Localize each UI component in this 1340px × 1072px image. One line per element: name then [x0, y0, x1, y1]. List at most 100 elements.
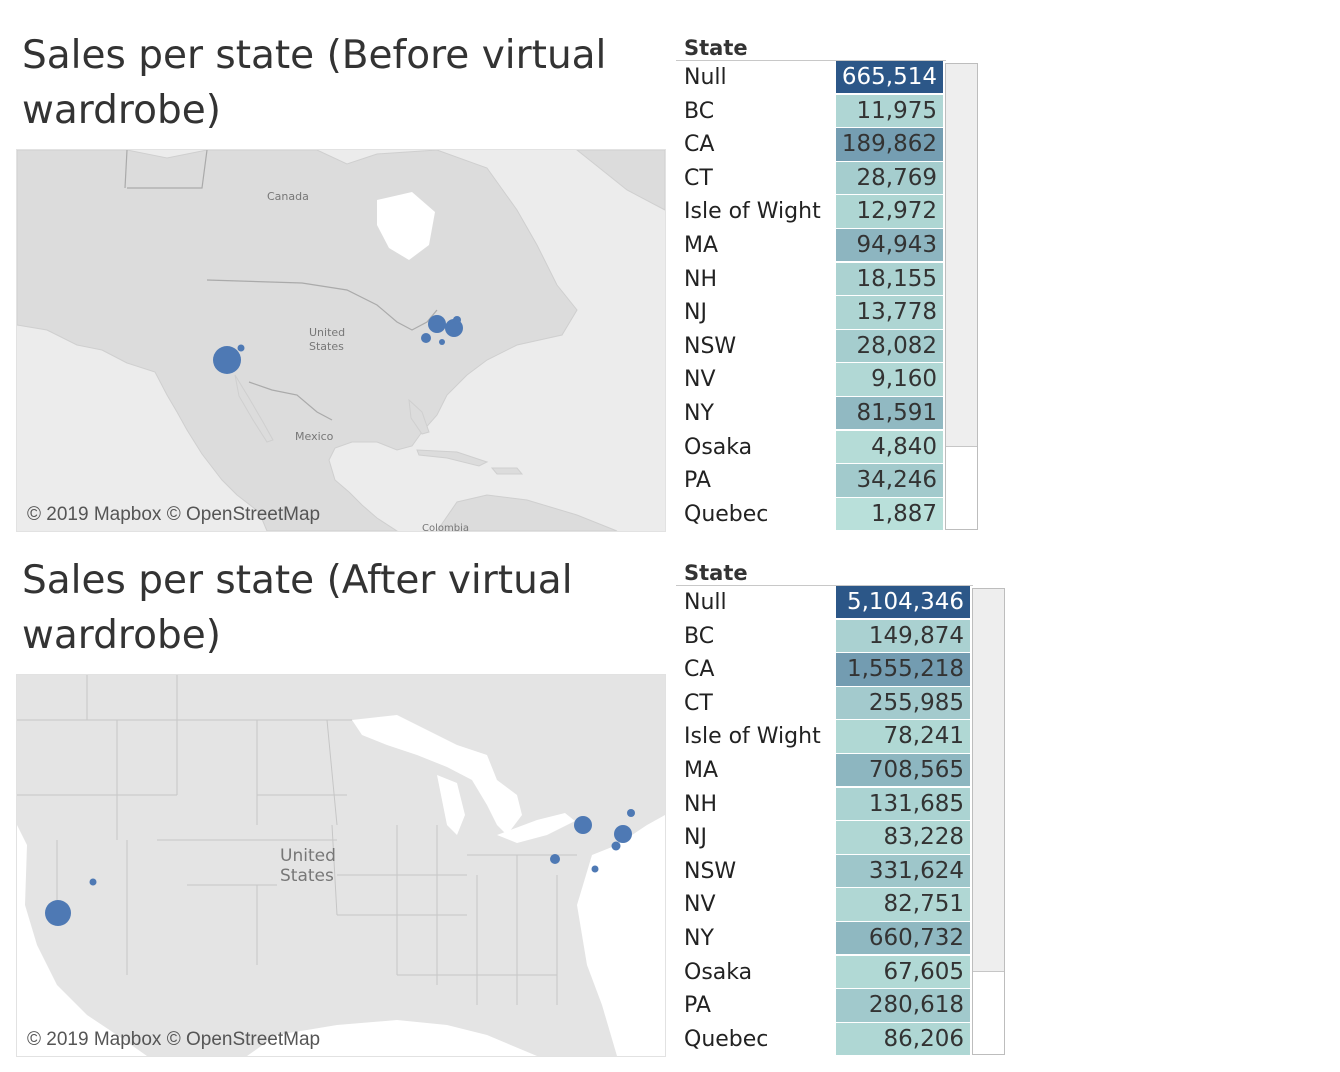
sales-value-cell[interactable]: 280,618 — [836, 989, 970, 1022]
state-column-header[interactable]: State — [676, 558, 973, 586]
table-row[interactable]: Isle of Wight 78,241 — [676, 720, 973, 754]
table-row[interactable]: NY 81,591 — [676, 396, 946, 431]
state-label: NY — [684, 925, 714, 951]
table-row[interactable]: NJ 83,228 — [676, 821, 973, 855]
state-label: Osaka — [684, 959, 753, 985]
north-america-land — [17, 150, 578, 531]
label-mexico: Mexico — [295, 430, 334, 443]
marker-nv[interactable] — [89, 878, 97, 886]
state-column-header[interactable]: State — [676, 33, 946, 61]
panel-1-map-canvas[interactable]: Canada United States Mexico Colombia — [17, 150, 665, 531]
panel-1-table: State Null 665,514 BC 11,975 CA 189,862 CT 28,7… — [676, 33, 946, 531]
table-row[interactable]: Osaka 67,605 — [676, 955, 973, 990]
panel-1-title: Sales per state (Before virtual wardrobe… — [22, 33, 607, 133]
sales-value-cell[interactable]: 255,985 — [836, 686, 970, 720]
table-row[interactable]: Quebec 1,887 — [676, 497, 946, 532]
table-row[interactable]: MA 94,943 — [676, 228, 946, 263]
great-lakes — [352, 715, 522, 835]
marker-pa[interactable] — [421, 333, 431, 343]
table-row[interactable]: NH 18,155 — [676, 262, 946, 297]
map-attribution[interactable]: © 2019 Mapbox © OpenStreetMap — [27, 1029, 321, 1050]
lake-michigan — [437, 775, 465, 835]
florida — [408, 398, 430, 435]
table-row[interactable]: CA 189,862 — [676, 128, 946, 162]
marker-ca[interactable] — [213, 346, 241, 374]
table-row[interactable]: Null 665,514 — [676, 61, 946, 95]
marker-ny[interactable] — [574, 816, 592, 834]
gulf-water — [247, 1020, 537, 1056]
sales-value-cell[interactable]: 331,624 — [836, 854, 970, 888]
sales-value-cell[interactable]: 13,778 — [836, 296, 943, 329]
panel-2-map-canvas[interactable]: United States — [17, 675, 665, 1056]
marker-ca[interactable] — [45, 900, 71, 926]
panel-2-map[interactable]: United States © 2019 Mapbox © OpenStreet… — [16, 674, 666, 1057]
sales-value-cell[interactable]: 665,514 — [836, 61, 943, 94]
sales-value-cell[interactable]: 86,206 — [836, 1022, 970, 1056]
sales-value-cell[interactable]: 131,685 — [836, 787, 970, 820]
sales-value-cell[interactable]: 189,862 — [836, 128, 943, 161]
label-united-states-line-2: States — [309, 340, 344, 353]
table-row[interactable]: NSW 331,624 — [676, 854, 973, 889]
table-row[interactable]: PA 280,618 — [676, 989, 973, 1023]
sales-value-cell[interactable]: 708,565 — [836, 753, 970, 787]
sales-value-cell[interactable]: 18,155 — [836, 262, 943, 295]
table-row[interactable]: NV 9,160 — [676, 363, 946, 397]
sales-value-cell[interactable]: 34,246 — [836, 464, 943, 497]
table-row[interactable]: BC 11,975 — [676, 94, 946, 129]
sales-value-cell[interactable]: 1,887 — [836, 497, 943, 531]
table-row[interactable]: BC 149,874 — [676, 619, 973, 654]
marker-ny[interactable] — [428, 315, 446, 333]
panel-2-scrollbar-thumb[interactable] — [973, 589, 1004, 972]
sales-value-cell[interactable]: 67,605 — [836, 955, 970, 988]
table-row[interactable]: Osaka 4,840 — [676, 430, 946, 465]
sales-value-cell[interactable]: 12,972 — [836, 195, 943, 228]
state-label: NV — [684, 367, 716, 393]
table-row[interactable]: NH 131,685 — [676, 787, 973, 822]
sales-value-cell[interactable]: 4,840 — [836, 430, 943, 463]
sales-value-cell[interactable]: 149,874 — [836, 619, 970, 652]
marker-nj[interactable] — [591, 865, 599, 873]
sales-value-cell[interactable]: 81,591 — [836, 396, 943, 430]
table-row[interactable]: Quebec 86,206 — [676, 1022, 973, 1057]
marker-nv[interactable] — [237, 344, 245, 352]
panel-1-scrollbar-thumb[interactable] — [946, 64, 977, 447]
table-row[interactable]: Isle of Wight 12,972 — [676, 195, 946, 229]
marker-nh[interactable] — [627, 809, 635, 817]
sales-value-cell[interactable]: 5,104,346 — [836, 586, 970, 619]
state-label: MA — [684, 232, 719, 258]
sales-value-cell[interactable]: 9,160 — [836, 363, 943, 396]
marker-pa[interactable] — [550, 854, 560, 864]
sales-value-cell[interactable]: 660,732 — [836, 921, 970, 955]
us-mexico-border — [248, 381, 333, 421]
table-row[interactable]: Null 5,104,346 — [676, 586, 973, 620]
hispaniola — [490, 467, 524, 475]
table-row[interactable]: NV 82,751 — [676, 888, 973, 922]
table-row[interactable]: NJ 13,778 — [676, 296, 946, 330]
marker-nj[interactable] — [439, 339, 445, 345]
table-row[interactable]: CT 255,985 — [676, 686, 973, 721]
panel-1-map[interactable]: Canada United States Mexico Colombia © 2… — [16, 149, 666, 532]
label-canada: Canada — [267, 190, 309, 203]
sales-value-cell[interactable]: 83,228 — [836, 821, 970, 854]
sales-value-cell[interactable]: 94,943 — [836, 228, 943, 262]
marker-ma[interactable] — [614, 825, 632, 843]
map-attribution[interactable]: © 2019 Mapbox © OpenStreetMap — [27, 504, 321, 525]
sales-value-cell[interactable]: 82,751 — [836, 888, 970, 921]
marker-nh[interactable] — [453, 316, 461, 324]
table-row[interactable]: NSW 28,082 — [676, 329, 946, 364]
table-row[interactable]: NY 660,732 — [676, 921, 973, 956]
marker-ct[interactable] — [611, 841, 621, 851]
sales-value-cell[interactable]: 11,975 — [836, 94, 943, 127]
table-row[interactable]: MA 708,565 — [676, 753, 973, 788]
panel-1-table-body: Null 665,514 BC 11,975 CA 189,862 CT 28,769 Isle… — [676, 61, 946, 531]
sales-value-cell[interactable]: 28,769 — [836, 161, 943, 195]
sales-value-cell[interactable]: 1,555,218 — [836, 653, 970, 686]
table-row[interactable]: CT 28,769 — [676, 161, 946, 196]
table-row[interactable]: CA 1,555,218 — [676, 653, 973, 687]
panel-2-scrollbar[interactable] — [972, 588, 1005, 1055]
panel-1-scrollbar[interactable] — [945, 63, 978, 530]
sales-value-cell[interactable]: 28,082 — [836, 329, 943, 363]
table-row[interactable]: PA 34,246 — [676, 464, 946, 498]
state-label: CA — [684, 132, 715, 158]
sales-value-cell[interactable]: 78,241 — [836, 720, 970, 753]
